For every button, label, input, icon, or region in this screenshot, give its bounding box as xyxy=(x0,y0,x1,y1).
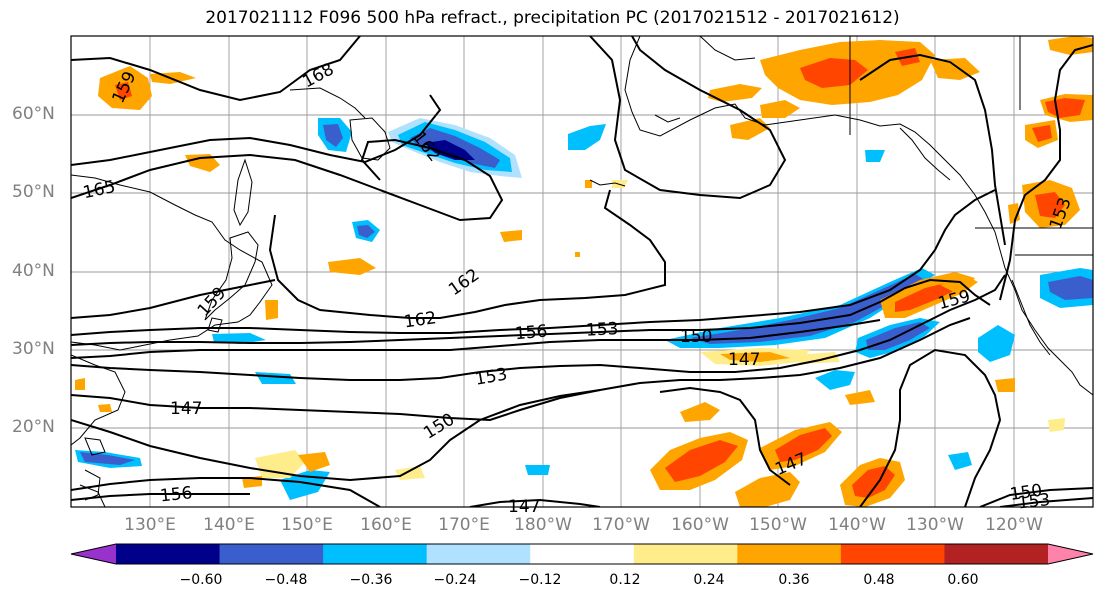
contours xyxy=(71,36,1093,507)
colorbar-tick-label: −0.24 xyxy=(433,572,477,588)
contour-label: 147 xyxy=(170,399,202,419)
colorbar-tick-label: −0.60 xyxy=(179,572,223,588)
colorbar-tick-label: −0.12 xyxy=(518,572,562,588)
lat-label: 60°N xyxy=(12,104,55,124)
contour-label: 147 xyxy=(508,497,540,517)
plot-title: 2017021112 F096 500 hPa refract., precip… xyxy=(205,8,900,28)
contour-label: 150 xyxy=(680,327,712,347)
contour-label: 153 xyxy=(1017,490,1051,513)
lon-label: 160°W xyxy=(671,515,729,535)
lon-label: 160°E xyxy=(360,515,412,535)
lat-label: 20°N xyxy=(12,417,55,437)
lat-label: 40°N xyxy=(12,261,55,281)
colorbar-tick-label: 0.12 xyxy=(609,572,641,588)
colorbar-tick-label: −0.48 xyxy=(264,572,308,588)
lon-label: 170°W xyxy=(592,515,650,535)
colorbar-tick-label: 0.36 xyxy=(778,572,810,588)
lat-label: 50°N xyxy=(12,182,55,202)
lat-label: 30°N xyxy=(12,339,55,359)
map-frame xyxy=(70,35,1094,508)
lon-label: 120°W xyxy=(985,515,1043,535)
lon-label: 150°W xyxy=(749,515,807,535)
coastlines xyxy=(71,36,1093,507)
lon-label: 150°E xyxy=(281,515,333,535)
lon-label: 140°W xyxy=(828,515,886,535)
contour-label: 156 xyxy=(159,483,193,506)
lon-label: 180°W xyxy=(514,515,572,535)
lon-label: 170°E xyxy=(438,515,490,535)
contour-label: 147 xyxy=(728,350,760,370)
contour-label: 156 xyxy=(514,322,548,345)
contour-label: 150 xyxy=(1009,481,1044,505)
map-gridlines xyxy=(71,36,1093,507)
colorbar-tick-label: 0.60 xyxy=(947,572,979,588)
lon-label: 140°E xyxy=(203,515,255,535)
colorbar-tick-label: −0.36 xyxy=(349,572,393,588)
colorbar-tick-label: 0.48 xyxy=(863,572,895,588)
precip-fill-positive xyxy=(75,36,1093,507)
colorbar-tick-label: 0.24 xyxy=(693,572,725,588)
contour-label: 153 xyxy=(585,319,618,341)
lon-label: 130°W xyxy=(906,515,964,535)
lon-label: 130°E xyxy=(124,515,176,535)
contour-label: 162 xyxy=(403,308,438,332)
